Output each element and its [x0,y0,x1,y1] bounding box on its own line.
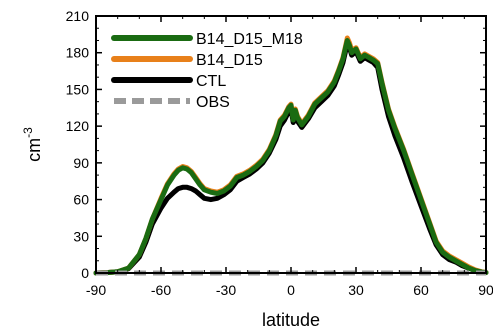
legend-label-ctl: CTL [196,73,226,90]
x-tick-label: -90 [86,282,106,298]
y-tick-label: 210 [66,8,90,24]
x-tick-label: 90 [478,282,493,298]
legend-label-b14-d15-m18: B14_D15_M18 [196,31,303,48]
y-axis-title: cm-3 [21,127,44,162]
y-tick-label: 180 [66,45,90,61]
legend: B14_D15_M18 B14_D15 CTL OBS [111,31,303,111]
y-tick-label: 60 [73,192,89,208]
ticks-layer: -90 -60 -30 0 30 60 90 0 30 60 90 120 150 180 210 [66,8,493,298]
y-tick-label: 150 [66,81,90,97]
legend-label-b14-d15: B14_D15 [196,52,263,69]
x-tick-label: 0 [287,282,295,298]
legend-label-obs: OBS [196,94,230,111]
y-tick-label: 0 [81,265,89,281]
y-tick-label: 90 [73,155,89,171]
x-axis-title: latitude [262,310,320,330]
x-tick-label: -60 [151,282,171,298]
x-tick-label: 60 [413,282,429,298]
y-axis-title-superscript: -3 [21,127,35,138]
x-tick-label: 30 [348,282,364,298]
y-tick-label: 30 [73,228,89,244]
x-tick-label: -30 [216,282,236,298]
series-line-b14-d15-m18 [93,38,489,276]
y-tick-label: 120 [66,118,90,134]
